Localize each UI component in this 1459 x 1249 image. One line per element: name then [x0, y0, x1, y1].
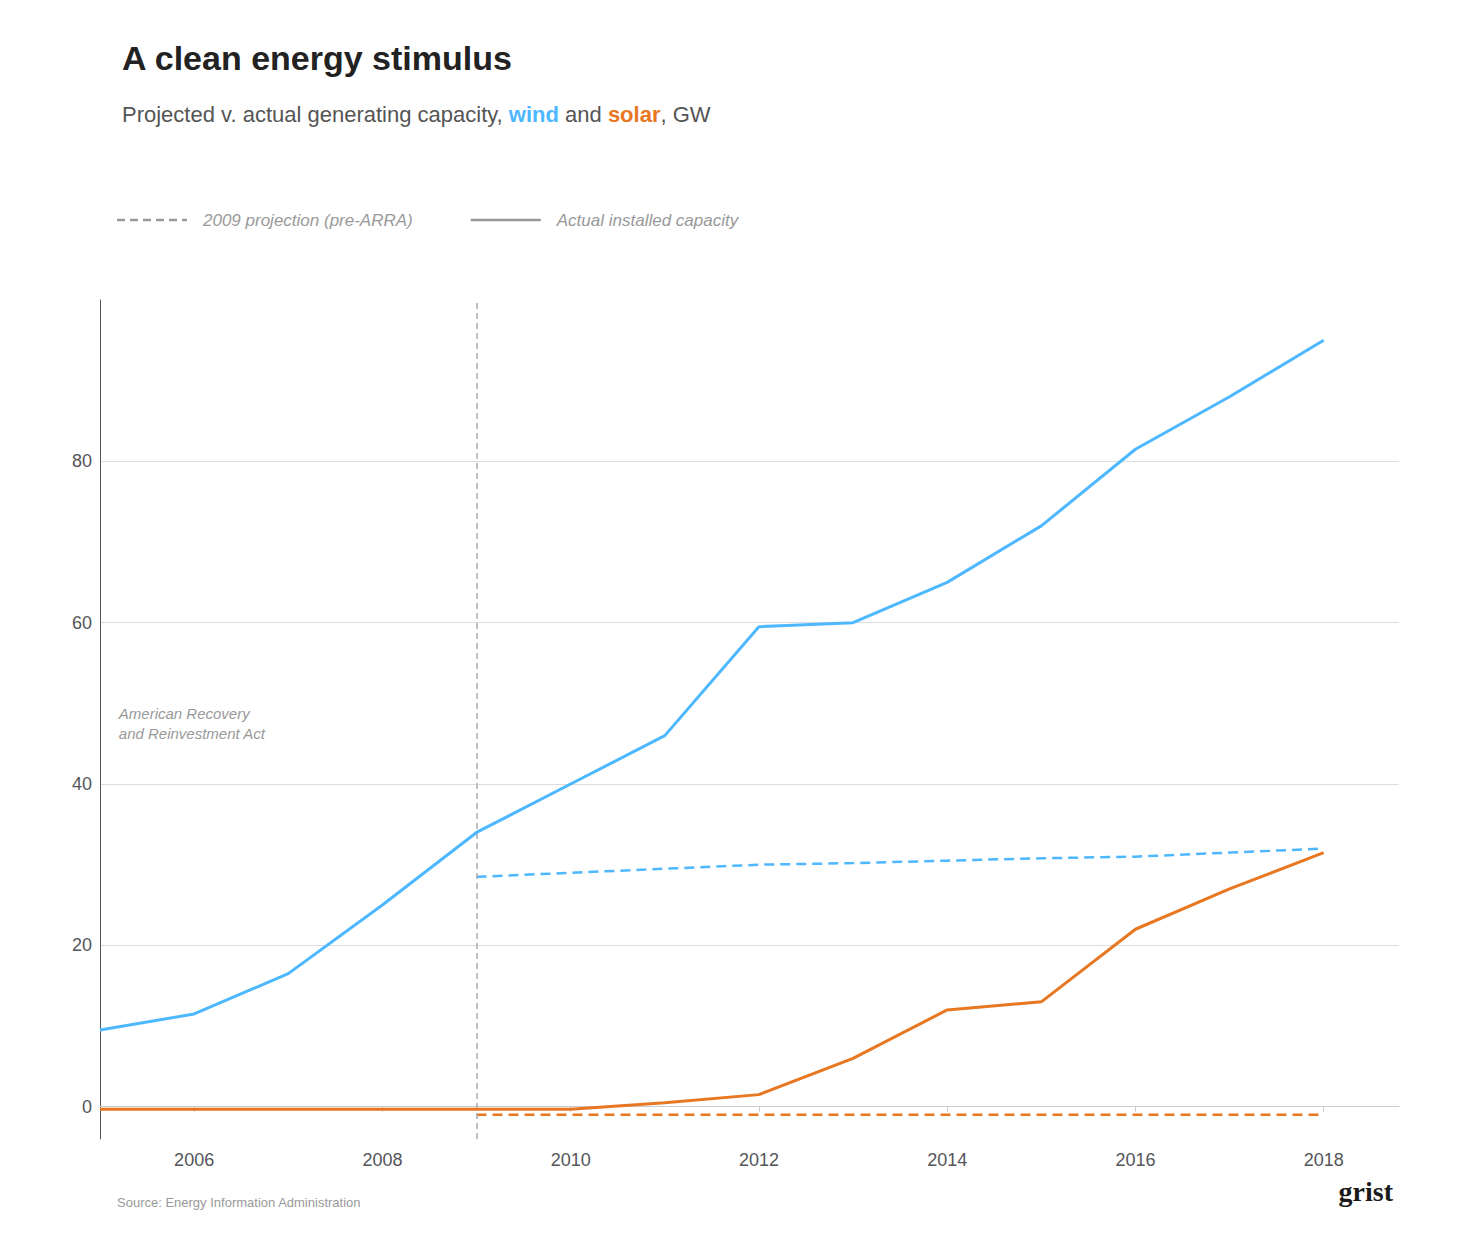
svg-text:, GW: , GW [660, 102, 710, 127]
svg-text:20: 20 [72, 935, 92, 955]
svg-text:40: 40 [72, 774, 92, 794]
svg-text:2012: 2012 [739, 1150, 779, 1170]
svg-text:2008: 2008 [362, 1150, 402, 1170]
svg-text:2018: 2018 [1304, 1150, 1344, 1170]
svg-text:0: 0 [82, 1097, 92, 1117]
svg-text:2006: 2006 [174, 1150, 214, 1170]
svg-text:60: 60 [72, 613, 92, 633]
svg-text:American Recovery: American Recovery [118, 705, 251, 722]
svg-text:wind: wind [508, 102, 559, 127]
svg-text:and: and [559, 102, 608, 127]
svg-text:2009 projection (pre-ARRA): 2009 projection (pre-ARRA) [202, 211, 413, 230]
svg-text:2014: 2014 [927, 1150, 967, 1170]
svg-text:2010: 2010 [551, 1150, 591, 1170]
svg-text:grist: grist [1339, 1176, 1394, 1207]
svg-text:Actual installed capacity: Actual installed capacity [556, 211, 740, 230]
svg-text:Projected v. actual generating: Projected v. actual generating capacity, [122, 102, 509, 127]
svg-text:2016: 2016 [1115, 1150, 1155, 1170]
svg-text:Source: Energy Information Adm: Source: Energy Information Administratio… [117, 1195, 361, 1210]
svg-text:and Reinvestment Act: and Reinvestment Act [119, 725, 266, 742]
svg-text:80: 80 [72, 451, 92, 471]
svg-text:solar: solar [608, 102, 661, 127]
svg-text:A clean energy stimulus: A clean energy stimulus [122, 39, 512, 77]
